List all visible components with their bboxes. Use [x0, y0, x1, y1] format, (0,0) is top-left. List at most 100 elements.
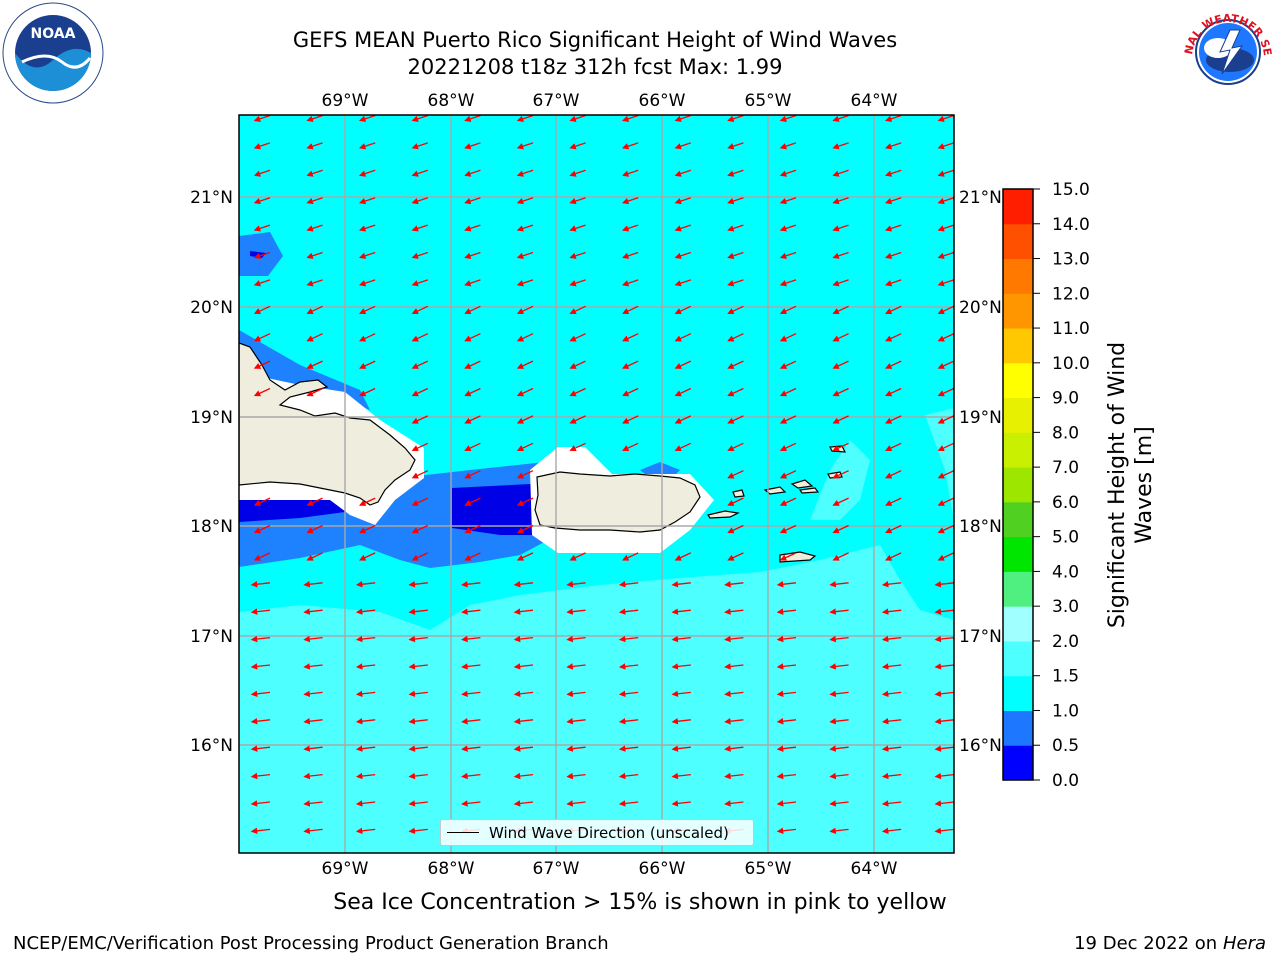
wave-direction-arrow [674, 279, 692, 287]
wave-direction-arrow [779, 169, 797, 177]
wave-direction-arrow [355, 635, 376, 643]
wave-direction-arrow [566, 800, 586, 807]
wave-direction-arrow [355, 690, 376, 698]
lat-label-right: 18°N [959, 517, 1002, 537]
wave-direction-arrow [250, 800, 271, 807]
wave-direction-arrow [937, 552, 954, 561]
wave-direction-arrow [776, 663, 797, 670]
wave-direction-arrow [306, 333, 323, 342]
wave-direction-arrow [464, 224, 481, 232]
wave-direction-arrow [881, 745, 902, 752]
colorbar-tick-label: 0.5 [1052, 736, 1079, 756]
colorbar-segment [1003, 223, 1033, 260]
wave-direction-arrow [621, 279, 639, 287]
wave-direction-arrow [516, 524, 534, 534]
wave-direction-arrow [671, 772, 691, 780]
wave-direction-arrow [779, 387, 797, 397]
colorbar-label-line1: Significant Height of Wind [1105, 342, 1130, 628]
wave-direction-arrow [776, 690, 797, 698]
colorbar-segment [1003, 606, 1033, 642]
wave-direction-arrow [832, 305, 849, 315]
wave-direction-arrow [566, 717, 586, 725]
map-plot-area [239, 115, 954, 853]
noaa-logo: NOAA [2, 2, 104, 104]
wave-direction-arrow [566, 580, 586, 588]
wave-direction-arrow [884, 142, 902, 150]
wave-direction-arrow [724, 690, 744, 698]
wave-direction-arrow [464, 279, 481, 287]
wave-direction-arrow [829, 772, 849, 780]
wave-direction-arrow [832, 224, 849, 232]
wave-direction-arrow [724, 580, 744, 588]
lon-label-bottom: 69°W [322, 859, 369, 879]
wave-direction-arrow [674, 169, 692, 177]
wave-direction-arrow [934, 635, 954, 643]
wave-direction-arrow [411, 115, 429, 122]
wave-direction-arrow [674, 552, 692, 561]
lat-label-left: 20°N [190, 298, 233, 318]
wave-direction-arrow [671, 800, 691, 807]
colorbar-tick-label: 4.0 [1052, 562, 1079, 582]
land-masses [239, 342, 847, 563]
wave-direction-arrow [881, 580, 902, 588]
wave-direction-arrow [885, 470, 902, 479]
wave-direction-arrow [464, 197, 481, 205]
wave-direction-arrow [674, 333, 692, 342]
wave-direction-arrow [829, 635, 849, 643]
wave-direction-arrow [674, 415, 692, 424]
wave-direction-arrow [934, 690, 954, 698]
wave-direction-arrow [832, 142, 849, 150]
wave-direction-arrow [776, 580, 797, 588]
lat-label-left: 18°N [190, 517, 233, 537]
colorbar-tick-label: 8.0 [1052, 423, 1079, 443]
colorbar-segment [1003, 571, 1033, 607]
wave-direction-arrow [622, 387, 639, 397]
wave-direction-arrow [516, 305, 534, 315]
wave-direction-arrow [513, 663, 534, 670]
colorbar-tick-label: 7.0 [1052, 458, 1079, 478]
wave-direction-arrow [303, 690, 323, 698]
wave-direction-arrow [884, 197, 902, 205]
wave-direction-arrow [621, 251, 639, 259]
colorbar-segment [1003, 745, 1033, 781]
lon-label-bottom: 67°W [533, 859, 580, 879]
colorbar-tick-label: 3.0 [1052, 597, 1079, 617]
wave-direction-arrow [885, 387, 902, 397]
wave-direction-arrow [884, 279, 902, 287]
wave-direction-arrow [829, 608, 849, 615]
map-frame [238, 114, 955, 854]
wave-direction-arrow [516, 115, 534, 122]
wave-direction-arrow [779, 470, 797, 479]
wave-direction-arrow [513, 717, 534, 725]
wave-direction-arrow [881, 635, 902, 643]
wave-direction-arrow [727, 524, 744, 534]
wave-direction-arrow [776, 827, 797, 835]
footer-date-text: 19 Dec 2022 on [1074, 933, 1218, 954]
wave-direction-arrow [832, 470, 849, 479]
wave-direction-arrow [884, 169, 902, 177]
wave-direction-arrow [832, 360, 849, 369]
wave-direction-arrow [516, 360, 534, 369]
wave-direction-arrow [934, 827, 954, 835]
wave-direction-arrow [516, 251, 534, 259]
wave-direction-arrow [671, 580, 691, 588]
wave-direction-arrow [829, 580, 849, 588]
wave-direction-arrow [516, 387, 534, 397]
lon-label-bottom: 68°W [428, 859, 475, 879]
wave-direction-arrow [674, 305, 692, 315]
colorbar-tick-label: 12.0 [1052, 284, 1090, 304]
wave-direction-arrow [253, 387, 271, 397]
wave-direction-arrow [674, 224, 692, 232]
wave-direction-arrow [934, 745, 954, 752]
colorbar-segment [1003, 710, 1033, 746]
wave-direction-arrow [566, 690, 586, 698]
wave-direction-arrow [724, 800, 744, 807]
wave-direction-arrow [569, 552, 586, 561]
colorbar-segment [1003, 293, 1033, 329]
wave-direction-arrow [885, 497, 902, 506]
wave-direction-arrow [937, 169, 954, 177]
wave-direction-arrow [461, 800, 481, 807]
wave-direction-arrow [306, 224, 323, 232]
map-legend: Wind Wave Direction (unscaled) [440, 819, 754, 846]
wave-direction-arrow [569, 305, 586, 315]
